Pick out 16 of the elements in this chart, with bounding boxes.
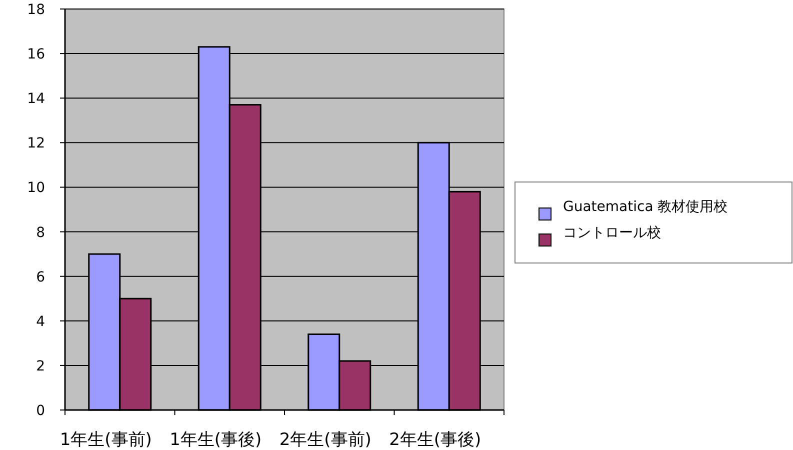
y-tick-label: 14 (27, 91, 46, 108)
y-tick-label: 4 (36, 314, 46, 330)
legend-label: Guatematica 教材使用校 (563, 199, 728, 215)
y-tick-label: 16 (27, 46, 46, 63)
legend-label: コントロール校 (563, 225, 661, 241)
y-tick-label: 18 (27, 2, 45, 18)
y-tick-label: 10 (27, 180, 45, 196)
x-tick-label: 1年生(事後) (170, 430, 262, 450)
y-tick-label: 6 (36, 269, 46, 286)
x-tick-label: 2年生(事後) (389, 430, 482, 450)
y-tick-label: 0 (36, 403, 45, 419)
y-tick-label: 2 (36, 358, 45, 374)
x-tick-label: 1年生(事前) (60, 430, 152, 450)
y-tick-label: 8 (36, 224, 45, 241)
y-tick-label: 12 (27, 136, 45, 152)
x-tick-label: 2年生(事前) (279, 430, 372, 450)
